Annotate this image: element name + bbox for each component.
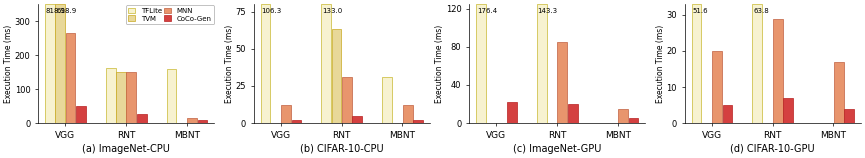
Text: 698.9: 698.9 xyxy=(56,8,76,14)
Bar xyxy=(567,104,578,123)
Text: 63.8: 63.8 xyxy=(753,8,769,14)
Bar xyxy=(712,51,722,123)
Bar xyxy=(844,109,854,123)
Bar xyxy=(629,118,638,123)
Bar xyxy=(753,4,762,123)
Y-axis label: Execution Time (ms): Execution Time (ms) xyxy=(4,24,13,103)
Bar xyxy=(773,19,783,123)
Y-axis label: Execution Time (ms): Execution Time (ms) xyxy=(225,24,234,103)
Bar xyxy=(413,120,423,123)
Bar xyxy=(66,33,75,123)
Bar xyxy=(722,105,733,123)
Bar xyxy=(507,102,517,123)
Bar xyxy=(403,105,413,123)
Bar xyxy=(126,72,136,123)
Text: 106.3: 106.3 xyxy=(261,8,282,14)
Bar xyxy=(557,42,567,123)
Bar xyxy=(197,120,208,123)
Bar xyxy=(187,118,197,123)
Bar xyxy=(167,69,176,123)
Text: 818.1: 818.1 xyxy=(46,8,66,14)
Bar xyxy=(137,113,146,123)
Bar xyxy=(76,106,86,123)
Bar xyxy=(352,116,362,123)
Bar xyxy=(281,105,291,123)
X-axis label: (a) ImageNet-CPU: (a) ImageNet-CPU xyxy=(82,144,170,154)
Bar xyxy=(292,120,301,123)
Text: 133.0: 133.0 xyxy=(322,8,343,14)
Bar xyxy=(784,98,793,123)
Text: 143.3: 143.3 xyxy=(537,8,558,14)
X-axis label: (d) CIFAR-10-GPU: (d) CIFAR-10-GPU xyxy=(730,144,815,154)
Y-axis label: Execution Time (ms): Execution Time (ms) xyxy=(656,24,665,103)
X-axis label: (c) ImageNet-GPU: (c) ImageNet-GPU xyxy=(513,144,601,154)
X-axis label: (b) CIFAR-10-CPU: (b) CIFAR-10-CPU xyxy=(300,144,383,154)
Bar xyxy=(260,4,271,123)
Bar xyxy=(55,4,65,123)
Bar xyxy=(342,77,352,123)
Bar xyxy=(382,77,392,123)
Bar xyxy=(618,109,628,123)
Legend: TFLite, TVM, MNN, CoCo-Gen: TFLite, TVM, MNN, CoCo-Gen xyxy=(125,5,215,24)
Bar xyxy=(476,4,486,123)
Bar xyxy=(331,29,342,123)
Y-axis label: Execution Time (ms): Execution Time (ms) xyxy=(435,24,445,103)
Bar xyxy=(106,68,116,123)
Bar xyxy=(834,62,843,123)
Bar xyxy=(692,4,702,123)
Text: 176.4: 176.4 xyxy=(477,8,497,14)
Bar xyxy=(321,4,331,123)
Bar xyxy=(45,4,54,123)
Bar xyxy=(116,72,126,123)
Text: 51.6: 51.6 xyxy=(692,8,708,14)
Bar xyxy=(537,4,547,123)
